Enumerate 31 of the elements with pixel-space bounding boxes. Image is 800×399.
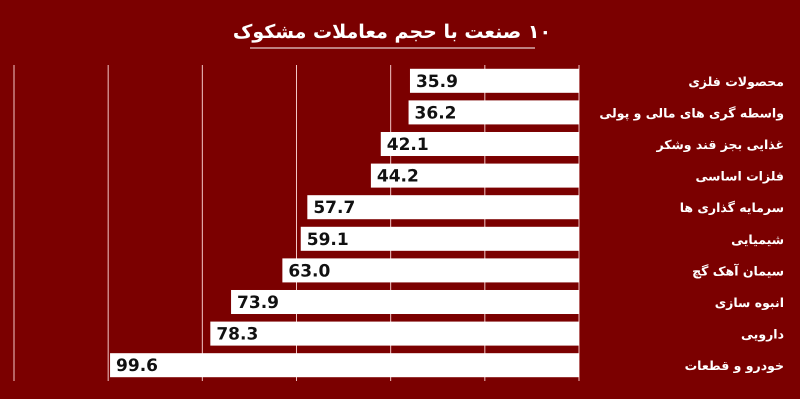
- bar: [307, 195, 579, 220]
- data-label: 57.7: [313, 198, 356, 218]
- bar: [370, 164, 579, 188]
- title: ۱۰ صنعت با حجم معاملات مشکوک: [232, 21, 552, 43]
- bar: [300, 226, 579, 251]
- bar: [210, 322, 579, 346]
- y-tick-label: سرمایه گذاری ها: [680, 200, 784, 216]
- data-label: 63.0: [288, 261, 330, 282]
- data-label: 36.2: [414, 103, 457, 124]
- y-tick-label: انبوه سازی: [714, 295, 784, 311]
- data-label: 99.6: [116, 356, 158, 376]
- bar: [110, 353, 579, 378]
- bar: [408, 100, 579, 124]
- data-label: 42.1: [386, 135, 429, 155]
- y-tick-label: واسطه گری های مالی و پولی: [599, 105, 784, 122]
- y-tick-label: سیمان آهک گچ: [692, 263, 784, 280]
- y-tick-label: فلزات اساسی: [696, 168, 784, 185]
- bar: [380, 132, 579, 156]
- data-label: 59.1: [306, 230, 349, 250]
- data-label: 35.9: [416, 72, 458, 92]
- bar: [282, 258, 579, 282]
- bar: [231, 290, 579, 314]
- y-tick-label: دارویی: [740, 326, 784, 343]
- data-label: 78.3: [216, 324, 258, 345]
- bar: [410, 68, 579, 93]
- y-tick-label: خودرو و قطعات: [684, 358, 784, 374]
- y-tick-label: محصولات فلزی: [688, 74, 784, 90]
- y-tick-label: شیمیایی: [731, 232, 784, 247]
- y-tick-label: غذایی بجز قند وشکر: [655, 137, 784, 153]
- data-label: 44.2: [376, 166, 419, 187]
- data-label: 73.9: [237, 293, 280, 313]
